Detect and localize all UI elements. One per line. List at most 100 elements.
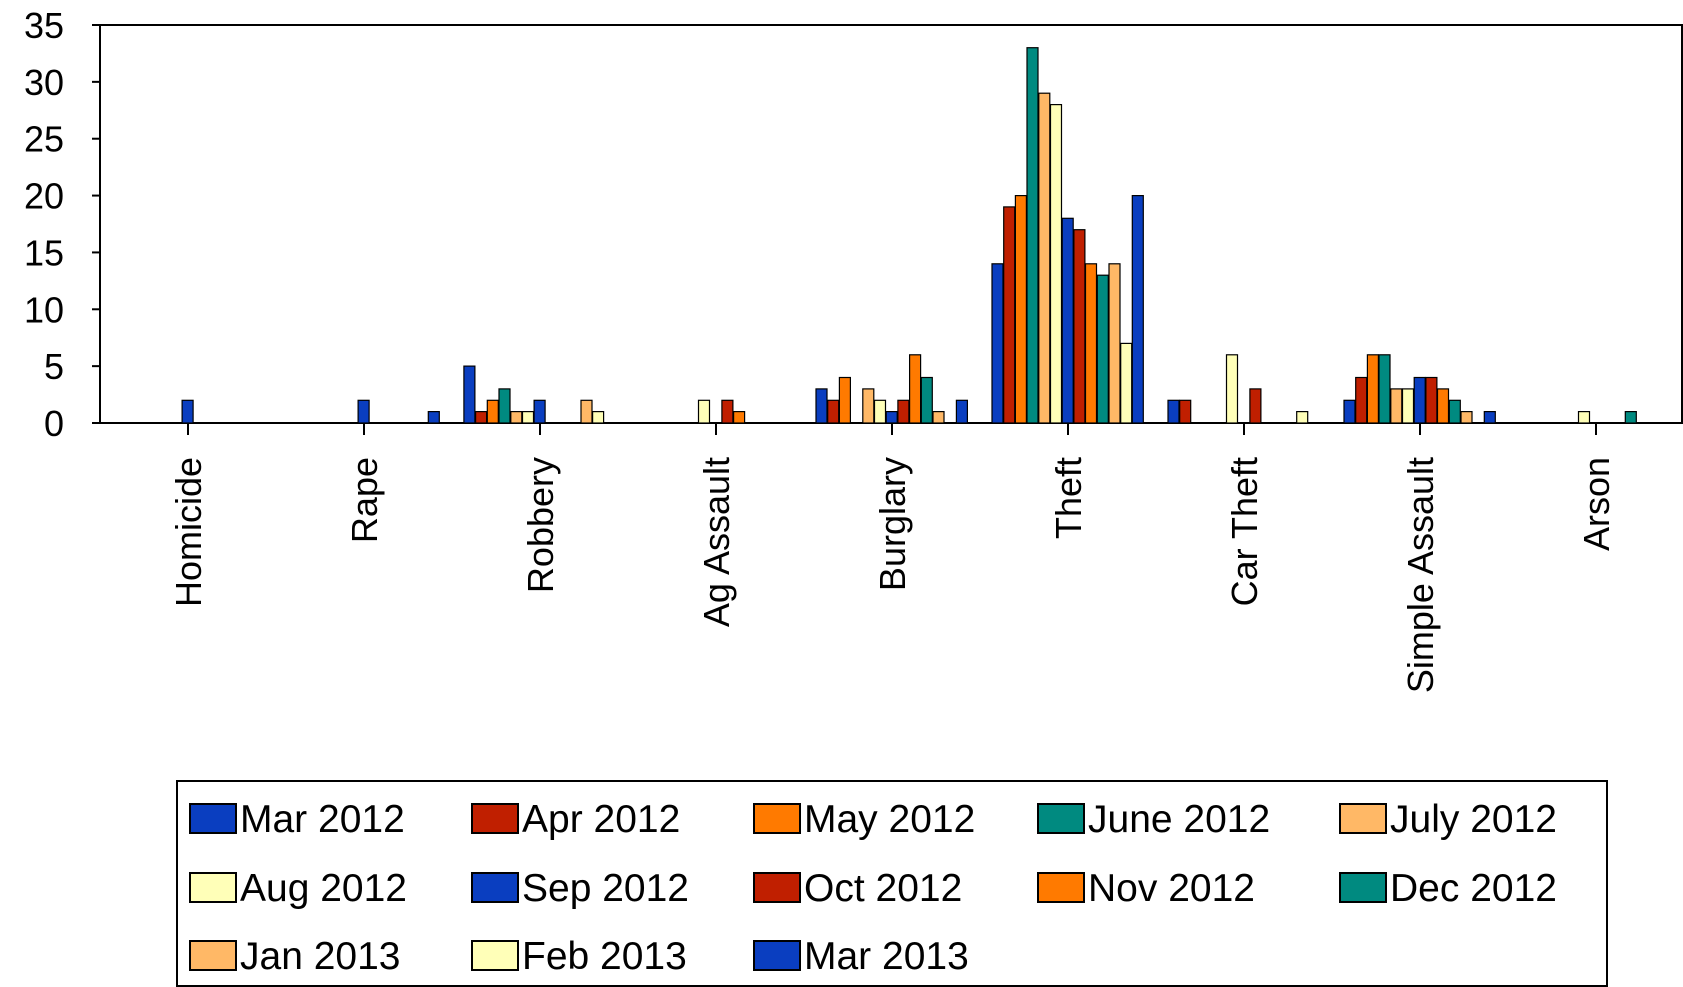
x-tick-label: Homicide bbox=[168, 457, 209, 607]
bar bbox=[1038, 92, 1051, 424]
legend-swatch bbox=[471, 803, 519, 834]
bar bbox=[697, 399, 711, 424]
legend-label: June 2012 bbox=[1088, 798, 1270, 841]
bar bbox=[932, 411, 945, 424]
legend-swatch bbox=[189, 872, 237, 903]
x-tick-label: Burglary bbox=[872, 457, 913, 591]
x-tick-label: Ag Assault bbox=[696, 457, 737, 627]
bar bbox=[1448, 399, 1461, 424]
y-tick-label: 20 bbox=[24, 176, 64, 217]
legend-label: July 2012 bbox=[1390, 798, 1557, 841]
y-tick-label: 0 bbox=[44, 403, 64, 444]
bar bbox=[357, 399, 370, 424]
bar bbox=[1179, 399, 1192, 424]
legend-label: Sep 2012 bbox=[522, 867, 689, 910]
bar bbox=[1026, 47, 1039, 424]
plot-area bbox=[99, 24, 1683, 424]
bar bbox=[1343, 399, 1356, 424]
legend-swatch bbox=[189, 803, 237, 834]
x-tick-label: Rape bbox=[344, 457, 385, 543]
legend-swatch bbox=[1339, 803, 1387, 834]
legend-label: Jan 2013 bbox=[240, 935, 400, 978]
bar bbox=[1390, 388, 1403, 424]
y-tick-label: 25 bbox=[24, 119, 64, 160]
x-tick-label: Robbery bbox=[520, 457, 561, 593]
bar bbox=[1061, 217, 1074, 424]
legend-label: Feb 2013 bbox=[522, 935, 687, 978]
y-tick-label: 30 bbox=[24, 62, 64, 103]
bar bbox=[1120, 342, 1133, 424]
legend-label: Aug 2012 bbox=[240, 867, 407, 910]
x-tick-label: Simple Assault bbox=[1400, 457, 1441, 693]
bar bbox=[1167, 399, 1180, 424]
legend-swatch bbox=[1037, 872, 1085, 903]
bar bbox=[1577, 411, 1591, 424]
bar bbox=[1436, 388, 1450, 424]
bar bbox=[510, 411, 523, 424]
legend-swatch bbox=[753, 803, 801, 834]
y-tick-label: 35 bbox=[24, 5, 64, 46]
legend-swatch bbox=[1339, 872, 1387, 903]
bar bbox=[1378, 354, 1391, 424]
bar bbox=[591, 411, 605, 424]
x-tick-label: Theft bbox=[1048, 457, 1089, 539]
bar bbox=[955, 399, 969, 424]
bar bbox=[1624, 411, 1637, 424]
bar bbox=[862, 388, 875, 424]
bar bbox=[1096, 274, 1109, 424]
bar bbox=[1049, 103, 1063, 424]
bars bbox=[181, 47, 1637, 424]
bar bbox=[533, 399, 546, 424]
bar bbox=[873, 399, 887, 424]
bar bbox=[1425, 376, 1438, 424]
bar bbox=[1355, 376, 1368, 424]
bar bbox=[1413, 376, 1426, 424]
bar bbox=[920, 376, 933, 424]
bar bbox=[1014, 195, 1028, 424]
bar bbox=[1131, 195, 1144, 424]
y-tick-label: 15 bbox=[24, 232, 64, 273]
bar bbox=[1401, 388, 1415, 424]
bar bbox=[1084, 263, 1098, 424]
bar bbox=[908, 354, 922, 424]
legend-label: Nov 2012 bbox=[1088, 867, 1255, 910]
legend-label: Apr 2012 bbox=[522, 798, 680, 841]
bar bbox=[580, 399, 593, 424]
legend-label: Mar 2012 bbox=[240, 798, 405, 841]
bar bbox=[521, 411, 535, 424]
bar bbox=[1073, 229, 1086, 424]
bar bbox=[838, 376, 852, 424]
legend-label: Oct 2012 bbox=[804, 867, 962, 910]
bar bbox=[1108, 263, 1121, 424]
legend-label: Dec 2012 bbox=[1390, 867, 1557, 910]
bar bbox=[827, 399, 840, 424]
bar bbox=[427, 411, 440, 424]
bar bbox=[463, 365, 476, 424]
bar bbox=[885, 411, 898, 424]
bar bbox=[498, 388, 511, 424]
y-axis: 0 5 10 15 20 25 30 35 bbox=[24, 5, 100, 444]
legend-swatch bbox=[471, 872, 519, 903]
bar bbox=[486, 399, 499, 424]
legend-label: May 2012 bbox=[804, 798, 975, 841]
legend-label: Mar 2013 bbox=[804, 935, 969, 978]
x-axis: Homicide Rape Robbery Ag Assault Burglary The… bbox=[168, 423, 1617, 693]
bar bbox=[815, 388, 828, 424]
legend: Mar 2012 Apr 2012 May 2012 June 2012 July 20… bbox=[176, 780, 1608, 987]
bar bbox=[1460, 411, 1473, 424]
legend-swatch bbox=[1037, 803, 1085, 834]
bar bbox=[1003, 206, 1016, 424]
bar bbox=[1225, 354, 1239, 424]
plot-border bbox=[99, 24, 1683, 424]
bar bbox=[1483, 411, 1496, 424]
bar bbox=[897, 399, 910, 424]
legend-swatch bbox=[753, 940, 801, 971]
legend-swatch bbox=[189, 940, 237, 971]
legend-swatch bbox=[471, 940, 519, 971]
y-tick-label: 5 bbox=[44, 346, 64, 387]
bar bbox=[475, 411, 488, 424]
bar bbox=[1366, 354, 1380, 424]
bar bbox=[721, 399, 734, 424]
bar bbox=[732, 411, 746, 424]
